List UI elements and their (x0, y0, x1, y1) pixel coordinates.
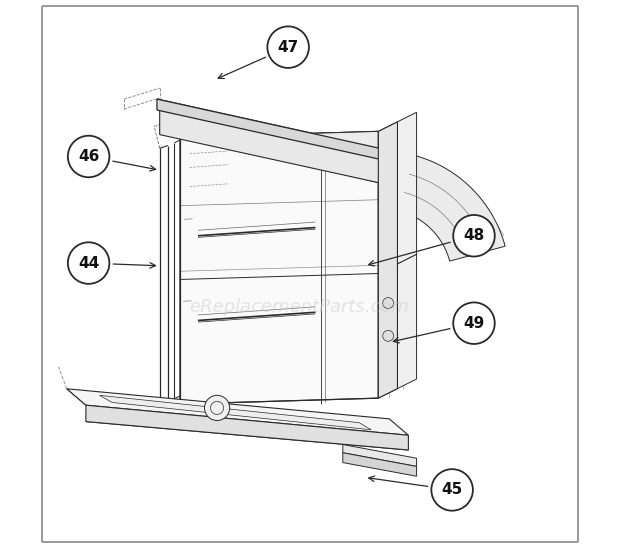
Polygon shape (37, 1, 583, 547)
Circle shape (68, 136, 109, 177)
Text: eReplacementParts.com: eReplacementParts.com (189, 298, 409, 316)
Circle shape (432, 469, 473, 511)
Circle shape (205, 395, 229, 420)
Polygon shape (378, 122, 397, 398)
Polygon shape (343, 453, 417, 476)
Circle shape (453, 215, 495, 256)
Polygon shape (160, 110, 384, 184)
Polygon shape (399, 156, 505, 261)
Polygon shape (378, 254, 417, 398)
Polygon shape (180, 132, 378, 404)
Circle shape (453, 302, 495, 344)
Text: 47: 47 (278, 39, 299, 55)
Polygon shape (378, 112, 417, 273)
Circle shape (383, 330, 394, 341)
Circle shape (68, 242, 109, 284)
Polygon shape (86, 405, 409, 450)
Circle shape (267, 26, 309, 68)
Polygon shape (100, 395, 371, 430)
Circle shape (383, 298, 394, 309)
Text: 48: 48 (463, 228, 485, 243)
Text: 45: 45 (441, 482, 463, 498)
Polygon shape (157, 99, 392, 162)
Text: 49: 49 (463, 316, 485, 330)
Polygon shape (343, 444, 417, 466)
Text: 46: 46 (78, 149, 99, 164)
Polygon shape (180, 132, 378, 182)
Polygon shape (67, 389, 409, 435)
Text: 44: 44 (78, 255, 99, 271)
